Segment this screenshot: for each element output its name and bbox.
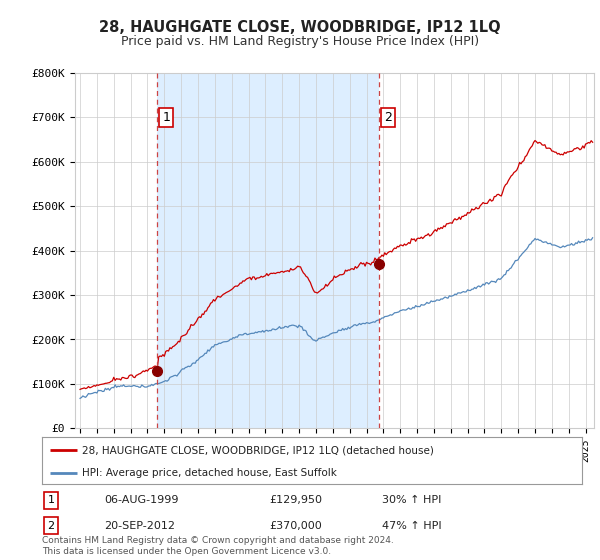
Text: 1: 1 <box>163 111 170 124</box>
Text: 1: 1 <box>47 496 55 505</box>
Bar <box>157 73 379 428</box>
Text: 2: 2 <box>384 111 392 124</box>
Text: £129,950: £129,950 <box>269 496 322 505</box>
Text: 28, HAUGHGATE CLOSE, WOODBRIDGE, IP12 1LQ (detached house): 28, HAUGHGATE CLOSE, WOODBRIDGE, IP12 1L… <box>83 445 434 455</box>
Text: £370,000: £370,000 <box>269 521 322 531</box>
Text: 47% ↑ HPI: 47% ↑ HPI <box>382 521 442 531</box>
Text: 20-SEP-2012: 20-SEP-2012 <box>104 521 175 531</box>
Text: HPI: Average price, detached house, East Suffolk: HPI: Average price, detached house, East… <box>83 468 337 478</box>
Text: 2: 2 <box>47 521 55 531</box>
Text: 06-AUG-1999: 06-AUG-1999 <box>104 496 179 505</box>
Text: 28, HAUGHGATE CLOSE, WOODBRIDGE, IP12 1LQ: 28, HAUGHGATE CLOSE, WOODBRIDGE, IP12 1L… <box>99 20 501 35</box>
Text: Price paid vs. HM Land Registry's House Price Index (HPI): Price paid vs. HM Land Registry's House … <box>121 35 479 48</box>
Text: 30% ↑ HPI: 30% ↑ HPI <box>382 496 442 505</box>
Text: Contains HM Land Registry data © Crown copyright and database right 2024.
This d: Contains HM Land Registry data © Crown c… <box>42 536 394 556</box>
